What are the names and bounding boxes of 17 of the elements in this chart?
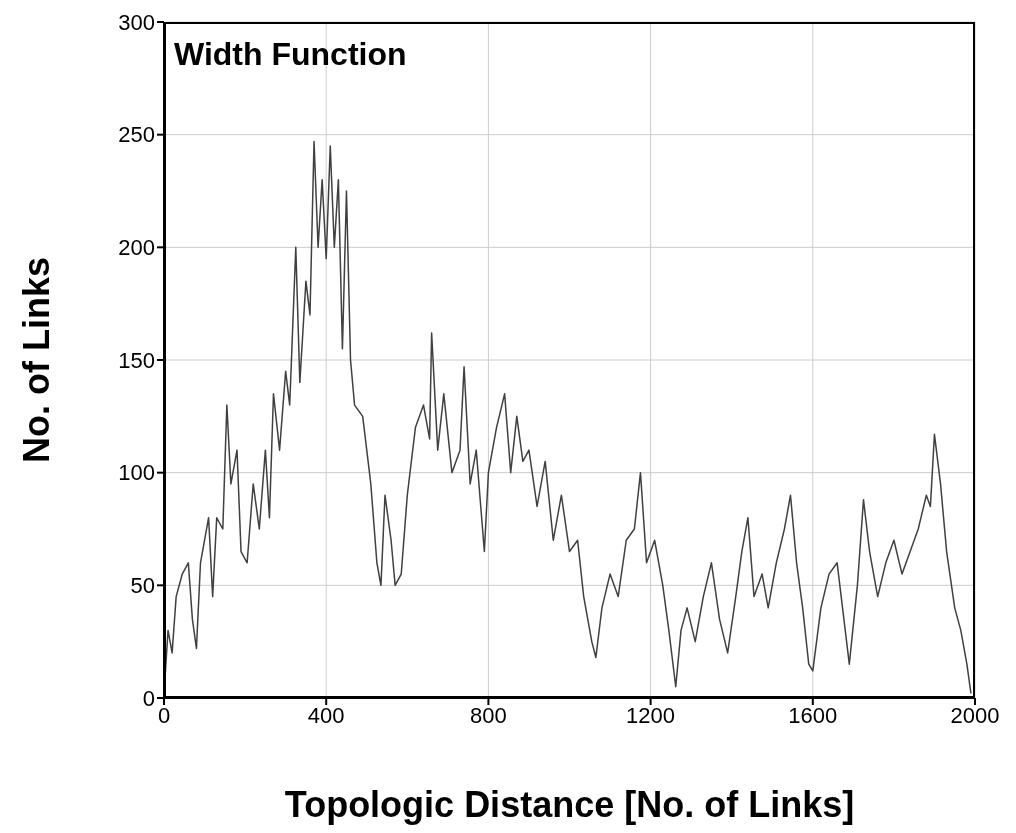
x-tick-label: 1200 [626,702,676,728]
x-tick-label: 1600 [788,702,838,728]
y-tick-label: 100 [118,460,155,486]
y-tick-label: 50 [130,573,155,599]
x-tick-label: 2000 [950,702,1000,728]
chart-title: Width Function [174,36,407,73]
line-series [164,140,972,695]
y-axis-title: No. of Links [15,257,57,463]
x-tick-label: 0 [157,702,171,728]
y-tick-label: 250 [118,122,155,148]
y-tick-label: 150 [118,347,155,373]
y-tick-label: 300 [118,9,155,35]
y-tick-label: 0 [142,685,155,711]
y-tick-label: 200 [118,235,155,261]
x-tick-label: 800 [470,702,507,728]
x-axis-title: Topologic Distance [No. of Links] [284,784,855,825]
x-tick-label: 400 [307,702,345,728]
